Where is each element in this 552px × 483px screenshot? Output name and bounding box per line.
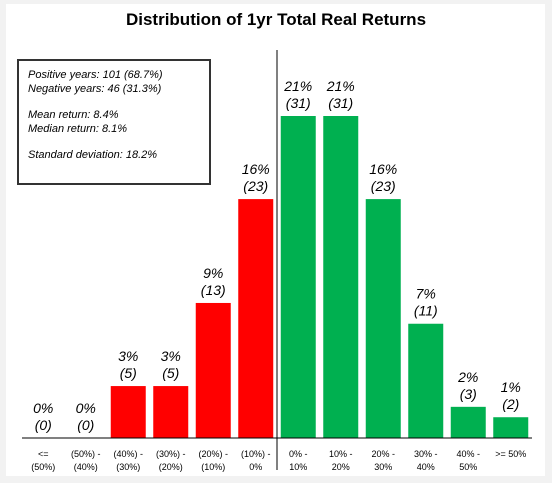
count-label-8: (23) [371, 178, 396, 194]
percent-label-3: 3% [161, 348, 181, 364]
count-label-9: (11) [414, 303, 438, 319]
bar-6 [280, 116, 316, 438]
x-tick-label-9-line2: 40% [417, 462, 435, 472]
count-label-6: (31) [286, 95, 311, 111]
chart-title: Distribution of 1yr Total Real Returns [126, 10, 426, 29]
bar-11 [493, 417, 529, 438]
count-label-5: (23) [243, 178, 268, 194]
x-tick-label-6: 0% - [289, 449, 308, 459]
stats-box-frame [17, 59, 211, 185]
chart: Distribution of 1yr Total Real Returns 0… [6, 4, 545, 476]
percent-label-7: 21% [326, 78, 355, 94]
x-tick-label-3-line2: (20%) [159, 462, 183, 472]
x-tick-label-4: (20%) - [198, 449, 228, 459]
percent-label-1: 0% [76, 400, 96, 416]
x-tick-label-1-line2: (40%) [74, 462, 98, 472]
x-tick-label-2: (40%) - [113, 449, 143, 459]
count-label-10: (3) [460, 386, 477, 402]
percent-label-10: 2% [457, 369, 478, 385]
count-label-11: (2) [502, 396, 519, 412]
bar-4 [195, 302, 231, 438]
stats-line-3: Mean return: 8.4% [28, 109, 119, 121]
count-label-7: (31) [328, 95, 353, 111]
stats-line-0: Positive years: 101 (68.7%) [28, 69, 163, 81]
x-tick-label-9: 30% - [414, 449, 438, 459]
x-tick-label-10: 40% - [456, 449, 480, 459]
count-label-2: (5) [120, 365, 137, 381]
bar-8 [365, 199, 401, 438]
bar-9 [408, 323, 444, 438]
x-tick-label-10-line2: 50% [459, 462, 477, 472]
percent-label-0: 0% [33, 400, 53, 416]
x-tick-label-4-line2: (10%) [201, 462, 225, 472]
x-tick-label-0-line2: (50%) [31, 462, 55, 472]
x-tick-label-11: >= 50% [495, 449, 526, 459]
percent-label-9: 7% [416, 286, 436, 302]
bars-group [110, 116, 529, 438]
bar-10 [450, 406, 486, 438]
percent-label-11: 1% [501, 379, 521, 395]
stats-line-6: Standard deviation: 18.2% [28, 149, 157, 161]
x-tick-label-2-line2: (30%) [116, 462, 140, 472]
percent-label-8: 16% [369, 161, 397, 177]
x-tick-label-7-line2: 20% [332, 462, 350, 472]
x-tick-label-6-line2: 10% [289, 462, 307, 472]
stats-line-4: Median return: 8.1% [28, 123, 127, 135]
percent-label-2: 3% [118, 348, 138, 364]
x-tick-label-0: <= [38, 449, 49, 459]
x-tick-label-8-line2: 30% [374, 462, 392, 472]
stats-line-1: Negative years: 46 (31.3%) [28, 83, 162, 95]
count-label-1: (0) [77, 417, 94, 433]
x-tick-label-8: 20% - [371, 449, 395, 459]
percent-label-5: 16% [242, 161, 270, 177]
x-tick-label-7: 10% - [329, 449, 353, 459]
chart-svg: Distribution of 1yr Total Real Returns 0… [17, 10, 532, 472]
bar-5 [238, 199, 274, 438]
count-label-4: (13) [201, 282, 226, 298]
percent-label-6: 21% [283, 78, 312, 94]
bar-7 [323, 116, 359, 438]
data-labels-group: 0%(0)0%(0)3%(5)3%(5)9%(13)16%(23)21%(31)… [33, 78, 521, 433]
stats-box: Positive years: 101 (68.7%) Negative year… [17, 59, 211, 185]
tick-labels-group: <= (50%) (50%) - (40%) (40%) - (30%) (30%) - (2… [31, 449, 526, 472]
count-label-0: (0) [35, 417, 52, 433]
x-tick-label-1: (50%) - [71, 449, 101, 459]
x-tick-label-5: (10%) - [241, 449, 271, 459]
bar-3 [153, 386, 189, 438]
count-label-3: (5) [162, 365, 179, 381]
bar-2 [110, 386, 146, 438]
x-tick-label-3: (30%) - [156, 449, 186, 459]
x-tick-label-5-line2: 0% [249, 462, 262, 472]
percent-label-4: 9% [203, 265, 223, 281]
